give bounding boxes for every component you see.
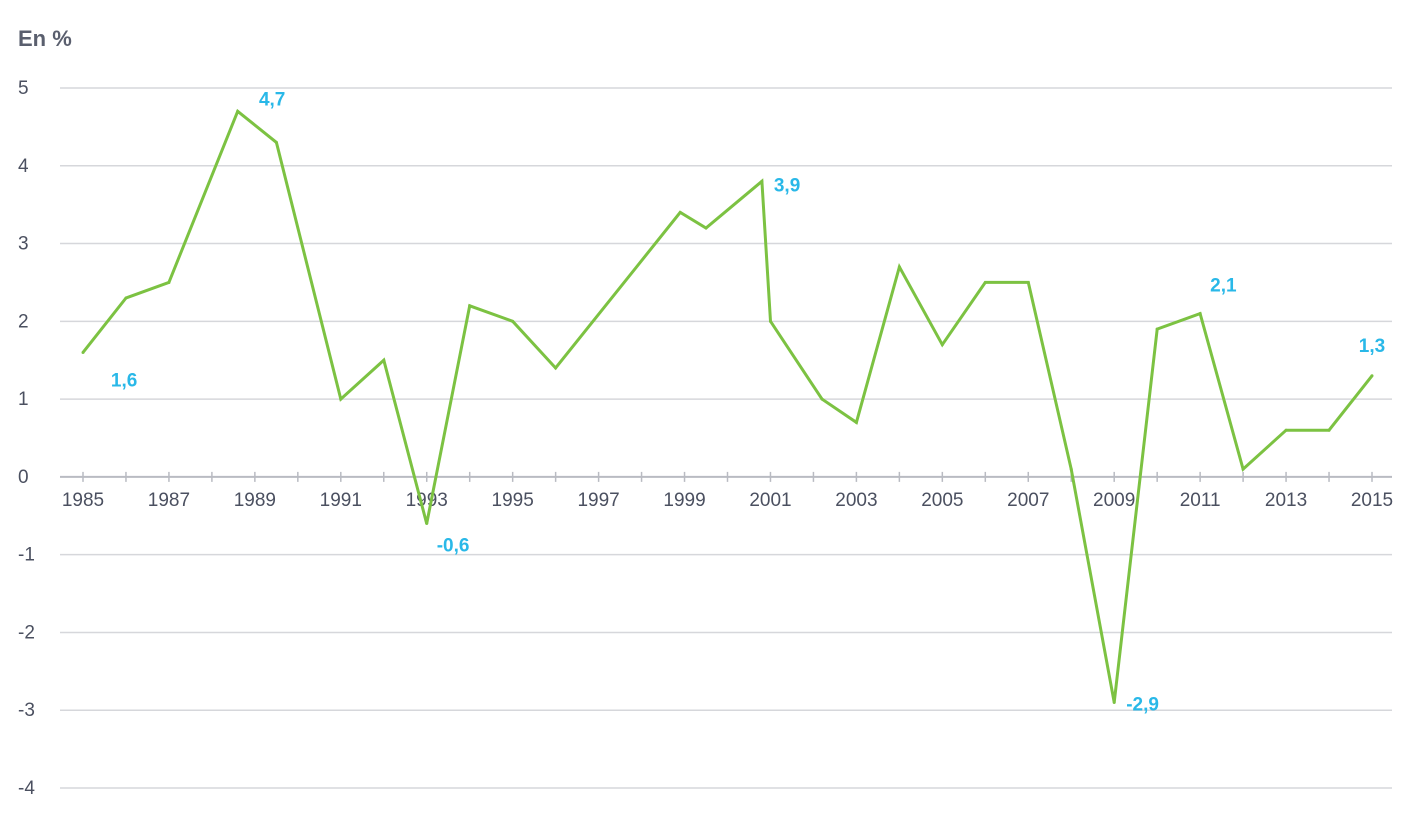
- y-axis-ticks: 5 4 3 2 1 0 -1 -2 -3 -4: [18, 78, 35, 799]
- data-point: [1026, 280, 1030, 284]
- data-point: [1284, 428, 1288, 432]
- data-point: [768, 319, 772, 323]
- data-point: [382, 358, 386, 362]
- x-tick-label: 1997: [577, 490, 619, 511]
- y-tick-label: 2: [18, 311, 29, 332]
- gridlines: [60, 87, 1392, 789]
- data-point: [678, 210, 682, 214]
- y-tick-label: 0: [18, 467, 29, 488]
- data-point: [167, 280, 171, 284]
- x-tick-label: 1985: [62, 490, 104, 511]
- data-label: -0,6: [437, 536, 470, 557]
- data-point: [1069, 467, 1073, 471]
- data-label: 4,7: [259, 89, 285, 110]
- data-point: [274, 140, 278, 144]
- y-tick-label: 1: [18, 389, 29, 410]
- data-point: [511, 319, 515, 323]
- data-point: [940, 343, 944, 347]
- x-tick-label: 2005: [921, 490, 963, 511]
- data-label: 1,3: [1359, 336, 1385, 357]
- y-tick-label: 4: [18, 156, 29, 177]
- x-tick-label: 1987: [148, 490, 190, 511]
- x-axis: [60, 471, 1392, 482]
- y-axis-unit-label: En %: [18, 26, 72, 51]
- x-tick-label: 2007: [1007, 490, 1049, 511]
- y-tick-label: -2: [18, 622, 35, 643]
- data-point: [236, 109, 240, 113]
- data-point: [425, 522, 429, 526]
- y-tick-label: -1: [18, 545, 35, 566]
- data-point: [1112, 700, 1116, 704]
- data-label: 1,6: [111, 371, 137, 392]
- data-point: [1241, 467, 1245, 471]
- data-point: [704, 226, 708, 230]
- data-point: [554, 366, 558, 370]
- y-tick-label: 3: [18, 234, 29, 255]
- x-tick-label: 2003: [835, 490, 877, 511]
- y-tick-label: -4: [18, 778, 35, 799]
- data-point: [854, 420, 858, 424]
- data-point: [339, 397, 343, 401]
- x-tick-label: 2001: [749, 490, 791, 511]
- data-label: 2,1: [1210, 276, 1237, 297]
- x-tick-label: 1993: [406, 490, 448, 511]
- data-point: [1327, 428, 1331, 432]
- x-tick-label: 2009: [1093, 490, 1135, 511]
- data-point: [124, 296, 128, 300]
- series-group: [81, 108, 1374, 704]
- series-line: [81, 108, 1374, 703]
- data-label: 3,9: [774, 175, 800, 196]
- data-point: [468, 304, 472, 308]
- data-point: [897, 265, 901, 269]
- data-point: [760, 179, 764, 183]
- x-tick-label: 1991: [320, 490, 362, 511]
- data-point: [1155, 327, 1159, 331]
- data-point: [1198, 312, 1202, 316]
- y-tick-label: -3: [18, 700, 35, 721]
- data-point: [81, 350, 85, 354]
- x-tick-label: 2011: [1180, 490, 1221, 511]
- x-tick-label: 1999: [663, 490, 705, 511]
- x-tick-label: 2015: [1351, 490, 1393, 511]
- data-point: [983, 280, 987, 284]
- x-axis-ticks: 1985 1987 1989 1991 1993 1995 1997 1999 2001 2003…: [62, 490, 1393, 511]
- data-point: [820, 397, 824, 401]
- y-tick-label: 5: [18, 78, 29, 99]
- x-tick-label: 1989: [234, 490, 276, 511]
- x-tick-label: 1995: [492, 490, 534, 511]
- data-labels: 1,6 4,7 -0,6 3,9 -2,9 2,1 1,3: [111, 89, 1385, 715]
- data-label: -2,9: [1126, 694, 1159, 715]
- data-point: [1370, 374, 1374, 378]
- x-tick-label: 2013: [1265, 490, 1307, 511]
